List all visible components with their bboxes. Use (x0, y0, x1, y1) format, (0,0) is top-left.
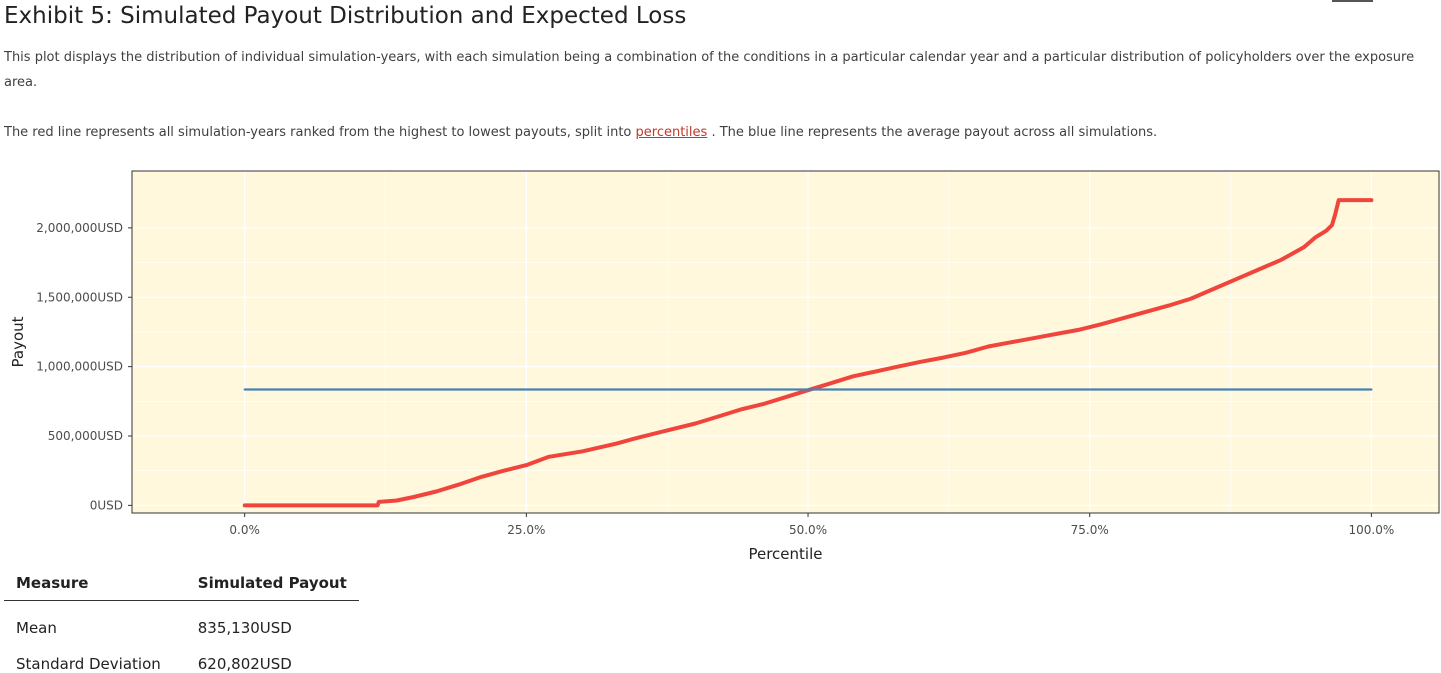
explanation-text: The red line represents all simulation-y… (4, 125, 636, 140)
plot-panel-background (132, 171, 1439, 513)
description-paragraph: This plot displays the distribution of i… (4, 50, 1415, 90)
table-row: Standard Deviation 620,802USD (4, 637, 359, 673)
top-divider-line (1332, 0, 1373, 2)
plot-panel-border (131, 170, 1440, 514)
x-tick-label: 25.0% (507, 523, 545, 537)
measure-cell: Mean (16, 619, 57, 637)
y-tick-label: 500,000USD (48, 429, 123, 443)
x-tick-label: 50.0% (789, 523, 827, 537)
payout-distribution-line (242, 198, 1374, 508)
column-header-simulated-payout: Simulated Payout (185, 566, 359, 601)
x-tick-label: 0.0% (229, 523, 260, 537)
measure-cell: Standard Deviation (16, 655, 161, 673)
payout-chart: 0.0% 25.0% 50.0% 75.0% 100.0% 0USD 500,000USD 1… (9, 170, 1440, 563)
percentiles-link[interactable]: percentiles (635, 125, 708, 140)
x-tick-label: 75.0% (1071, 523, 1109, 537)
x-axis-title: Percentile (748, 545, 822, 563)
y-tick-label: 0USD (90, 498, 123, 512)
value-cell: 835,130USD (197, 619, 292, 637)
y-tick-label: 1,000,000USD (36, 360, 123, 374)
summary-table-header-row: Measure Simulated Payout (4, 566, 359, 601)
y-axis-title: Payout (9, 316, 27, 367)
x-tick-label: 100.0% (1349, 523, 1395, 537)
column-header-measure: Measure (4, 566, 186, 601)
explanation-paragraph: The red line represents all simulation-y… (4, 120, 1424, 145)
page-title: Exhibit 5: Simulated Payout Distribution… (4, 3, 687, 29)
y-tick-label: 1,500,000USD (36, 290, 123, 304)
summary-table: Measure Simulated Payout Mean 835,130USD… (4, 566, 359, 673)
y-tick-label: 2,000,000USD (36, 221, 123, 235)
value-cell: 620,802USD (197, 655, 292, 673)
table-row: Mean 835,130USD (4, 601, 359, 637)
explanation-text-end: . The blue line represents the average p… (707, 125, 1158, 140)
